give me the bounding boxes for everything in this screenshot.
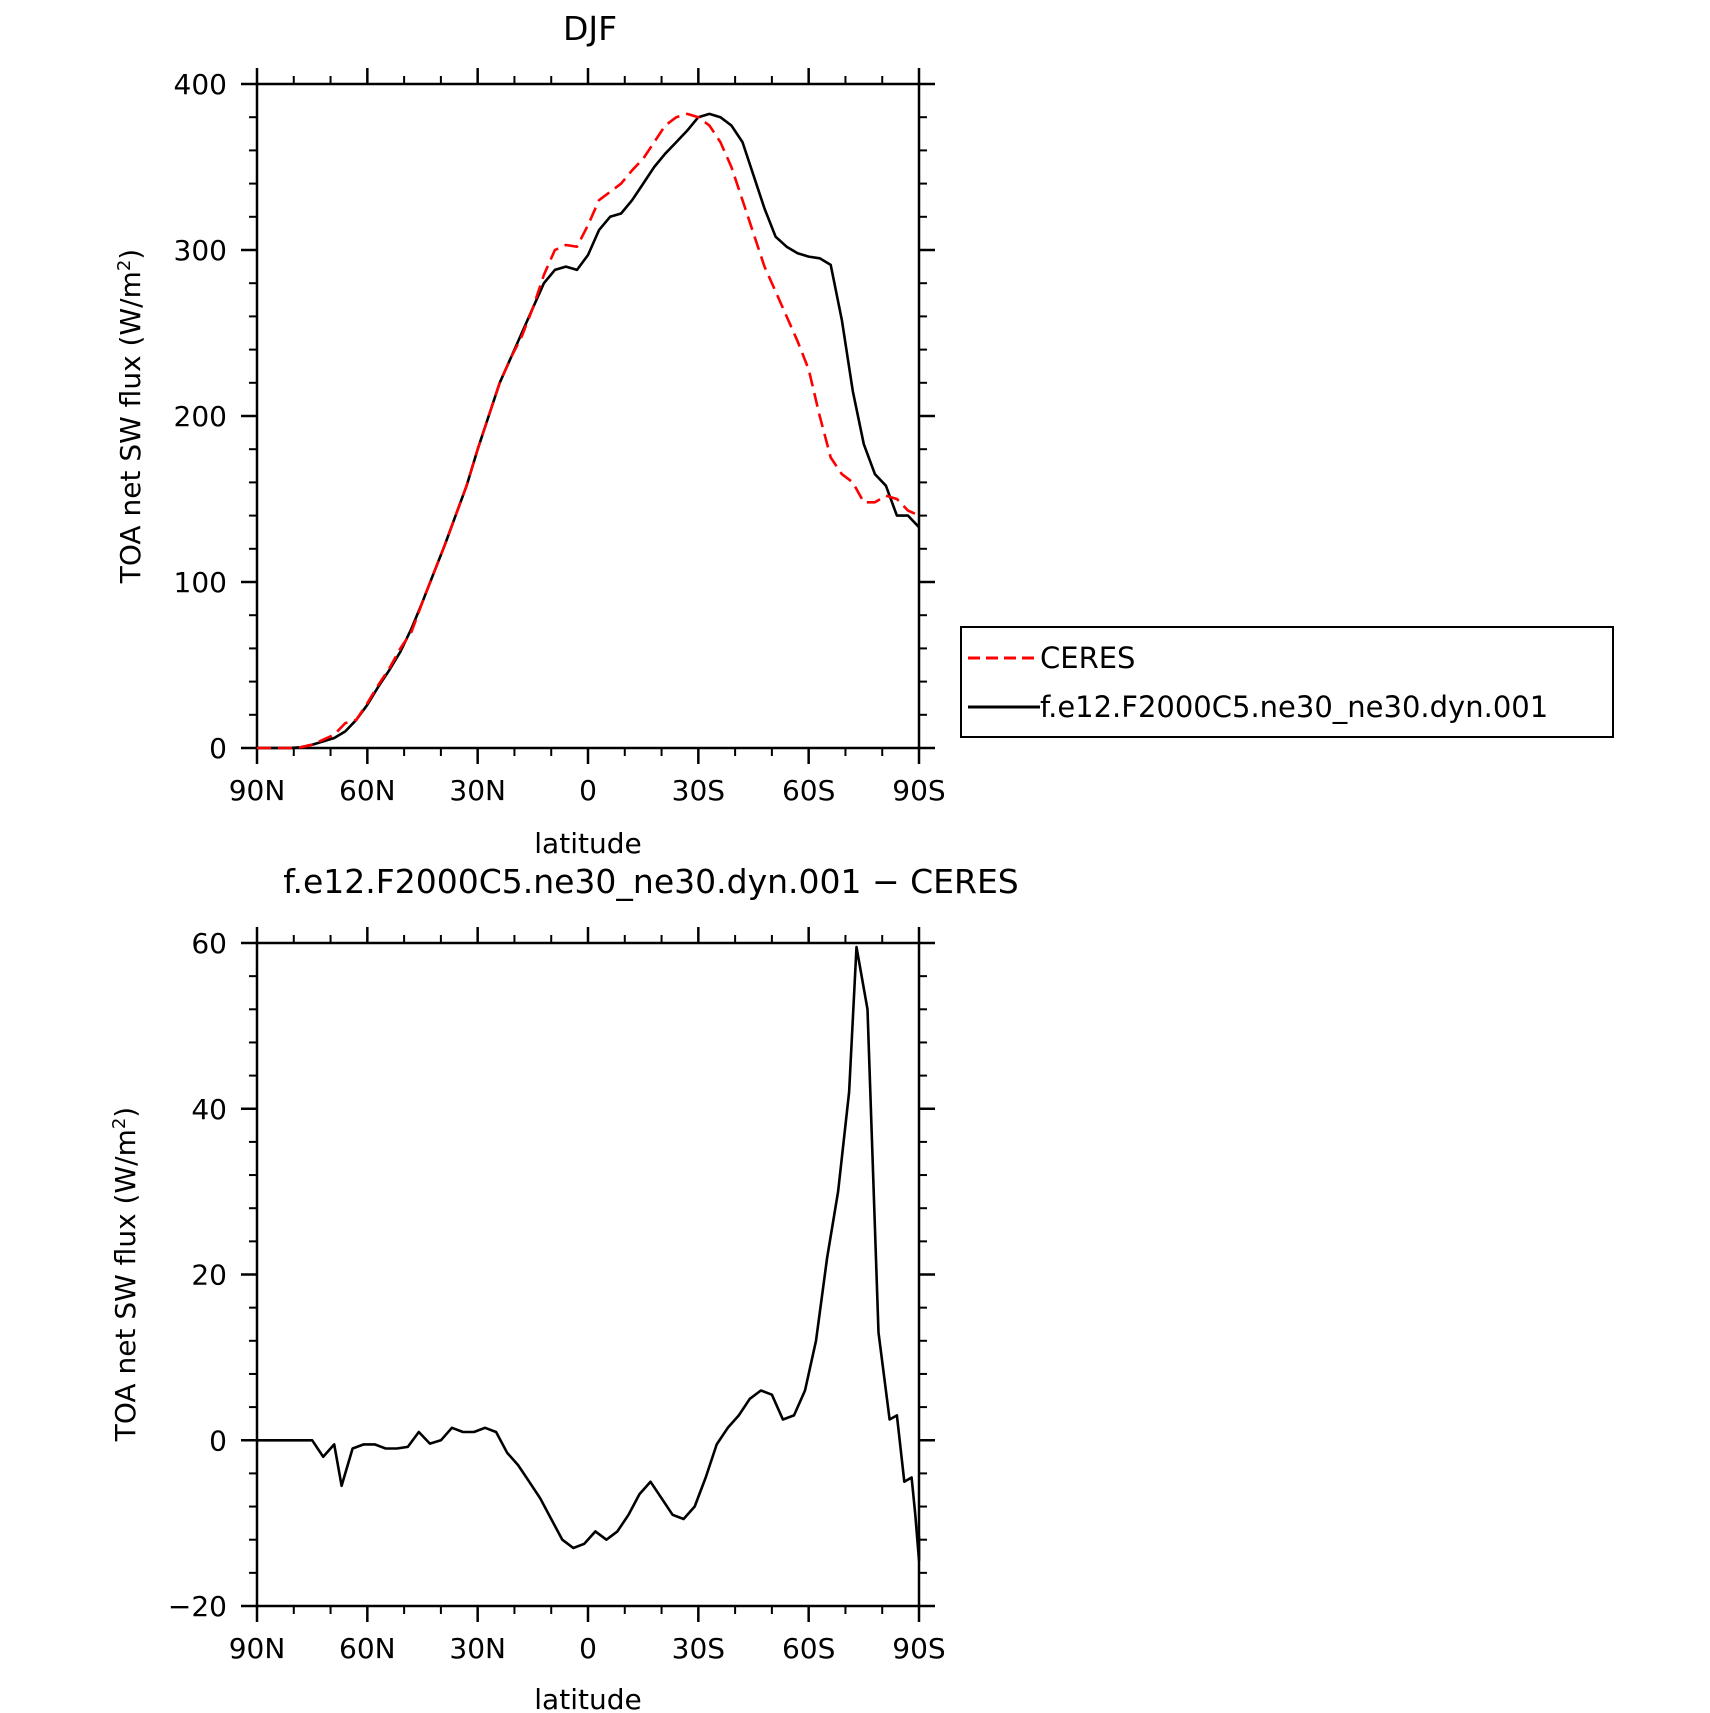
bottom-y-axis-title-sup: 2 (109, 1118, 130, 1129)
bottom-series-line-0 (257, 945, 921, 1562)
bottom-x-tick-labels: 90N 60N 30N 0 30S 60S 90S (229, 1632, 946, 1665)
top-y-tick-label: 200 (174, 400, 227, 433)
bottom-plot-frame (255, 941, 921, 1608)
bottom-y-axis-title: TOA net SW flux (W/m2) (109, 1107, 143, 1442)
bottom-x-tick-label: 90N (229, 1632, 286, 1665)
top-x-tick-label: 0 (579, 774, 597, 807)
top-plot-title: DJF (563, 9, 617, 48)
top-series-line-1 (257, 112, 920, 750)
top-x-tick-label: 90N (229, 774, 286, 807)
bottom-x-tick-label: 0 (579, 1632, 597, 1665)
top-x-tick-label: 30S (672, 774, 725, 807)
bottom-x-tick-label: 60N (339, 1632, 396, 1665)
top-x-tick-labels: 90N 60N 30N 0 30S 60S 90S (229, 774, 946, 807)
bottom-y-tick-label: −20 (168, 1590, 227, 1623)
top-series-line-0 (257, 112, 920, 750)
top-y-tick-label: 300 (174, 234, 227, 267)
legend-label-model: f.e12.F2000C5.ne30_ne30.dyn.001 (1040, 690, 1548, 724)
bottom-x-tick-label: 60S (782, 1632, 835, 1665)
legend-label-ceres: CERES (1040, 641, 1135, 675)
top-x-tick-label: 60N (339, 774, 396, 807)
top-y-tick-labels: 0 100 200 300 400 (174, 68, 227, 765)
bottom-y-tick-label: 0 (209, 1424, 227, 1457)
top-y-axis-title-close: ) (114, 249, 147, 260)
top-y-axis-title-sup: 2 (114, 260, 135, 271)
top-plot-frame (255, 82, 921, 750)
top-y-tick-label: 400 (174, 68, 227, 101)
top-plot-ticks (241, 68, 935, 764)
bottom-panel: f.e12.F2000C5.ne30_ne30.dyn.001 − CERES … (109, 862, 1019, 1713)
top-y-tick-label: 0 (209, 732, 227, 765)
legend-box (960, 626, 1614, 738)
bottom-y-axis-title-main: TOA net SW flux (W/m (109, 1129, 142, 1442)
bottom-x-tick-label: 30S (672, 1632, 725, 1665)
top-x-tick-label: 60S (782, 774, 835, 807)
bottom-y-tick-label: 20 (191, 1259, 227, 1292)
bottom-plot-title: f.e12.F2000C5.ne30_ne30.dyn.001 − CERES (283, 862, 1019, 901)
bottom-y-tick-label: 60 (191, 927, 227, 960)
bottom-y-axis-title-close: ) (109, 1107, 142, 1118)
top-plot-series (257, 112, 920, 750)
bottom-plot-ticks (241, 927, 935, 1622)
bottom-x-axis-title: latitude (534, 1683, 641, 1713)
top-y-tick-label: 100 (174, 566, 227, 599)
top-x-axis-title: latitude (534, 827, 641, 860)
top-x-tick-label: 90S (892, 774, 945, 807)
legend: CERES f.e12.F2000C5.ne30_ne30.dyn.001 (960, 626, 1614, 738)
top-y-axis-title: TOA net SW flux (W/m2) (114, 249, 148, 584)
top-y-axis-title-main: TOA net SW flux (W/m (114, 271, 147, 584)
top-panel: DJF 90N 60N 30N 0 30S 60S 90S 0 100 200 300 400 la… (114, 9, 946, 860)
top-x-tick-label: 30N (449, 774, 506, 807)
bottom-x-tick-label: 90S (892, 1632, 945, 1665)
bottom-plot-series (257, 945, 921, 1562)
bottom-y-tick-labels: −20 0 20 40 60 (168, 927, 227, 1623)
bottom-y-tick-label: 40 (191, 1093, 227, 1126)
bottom-x-tick-label: 30N (449, 1632, 506, 1665)
